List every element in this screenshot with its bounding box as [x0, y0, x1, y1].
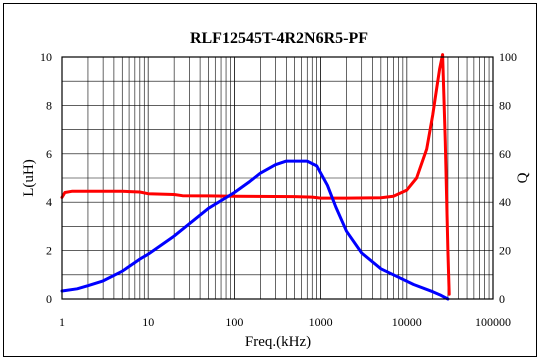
y-tick-label: 6 [46, 147, 52, 161]
y2-tick-label: 40 [499, 195, 511, 209]
y-tick-label: 2 [46, 244, 52, 258]
grid-lines [61, 56, 494, 300]
inductance-curve [60, 53, 451, 296]
y-tick-label: 10 [40, 50, 52, 64]
y-axis-title: L(uH) [21, 159, 37, 197]
plot-area-border [61, 56, 494, 300]
y-tick-label: 8 [46, 98, 52, 112]
y2-tick-label: 80 [499, 98, 511, 112]
y2-tick-label: 60 [499, 147, 511, 161]
y-tick-label: 4 [46, 195, 52, 209]
chart-title: RLF12545T-4R2N6R5-PF [190, 30, 368, 47]
y2-tick-label: 20 [499, 244, 511, 258]
y2-tick-label: 0 [499, 292, 505, 306]
curves [60, 53, 451, 301]
x-tick-label: 1000 [309, 315, 333, 329]
y2-axis-title: Q [515, 172, 531, 183]
x-tick-label: 1 [59, 315, 65, 329]
y-tick-label: 0 [46, 292, 52, 306]
q-curve [60, 159, 450, 301]
x-tick-label: 10000 [392, 315, 422, 329]
x-tick-label: 10 [142, 315, 154, 329]
x-axis-title: Freq.(kHz) [245, 334, 311, 350]
x-tick-label: 100000 [475, 315, 511, 329]
y2-tick-label: 100 [499, 50, 517, 64]
x-tick-label: 100 [225, 315, 243, 329]
